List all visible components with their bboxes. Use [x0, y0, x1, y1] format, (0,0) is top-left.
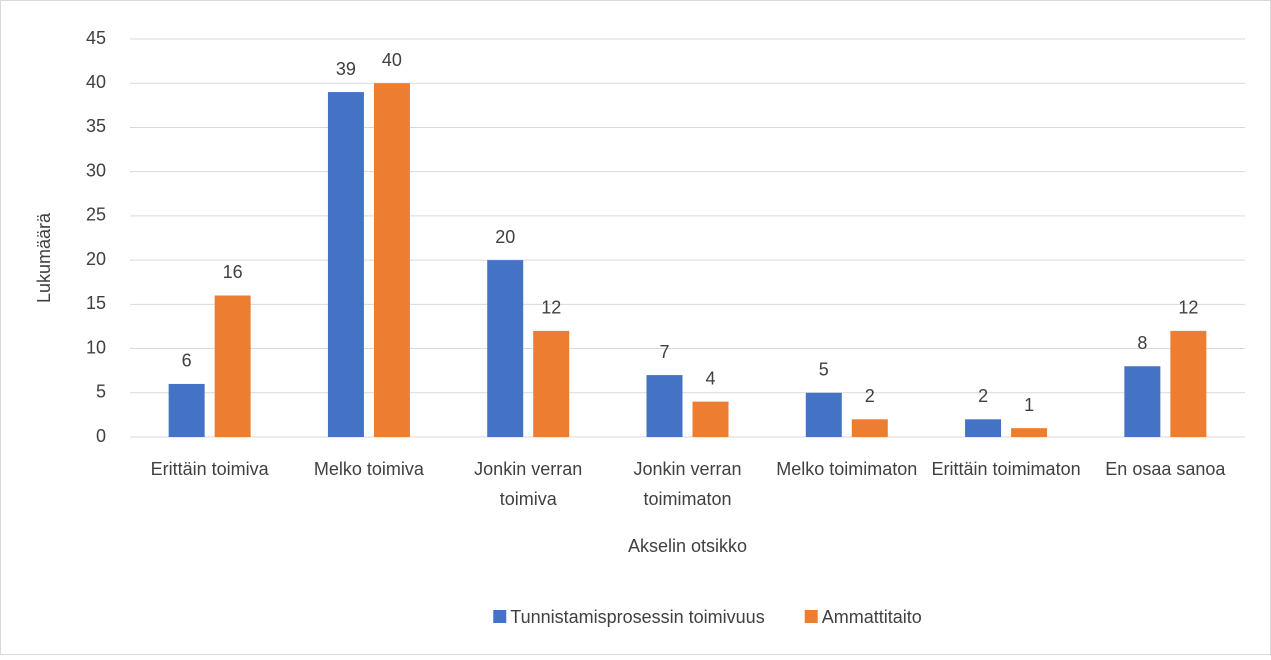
bar	[851, 419, 888, 437]
x-tick-label: Jonkin verran toimimaton	[633, 459, 741, 509]
data-label: 39	[336, 59, 356, 79]
x-tick-label: Jonkin verran toimiva	[474, 459, 582, 509]
data-label: 12	[1178, 298, 1198, 318]
bar	[692, 401, 729, 437]
y-tick-label: 40	[86, 72, 106, 92]
data-label: 8	[1137, 333, 1147, 353]
data-label: 40	[382, 50, 402, 70]
y-tick-label: 15	[86, 293, 106, 313]
legend-swatch	[493, 610, 507, 623]
x-tick-line: Erittäin toimiva	[151, 459, 270, 479]
x-tick-label: En osaa sanoa	[1105, 459, 1226, 479]
x-tick-label: Melko toimiva	[314, 459, 425, 479]
x-axis-title: Akselin otsikko	[628, 536, 747, 556]
x-tick-line: Jonkin verran	[474, 459, 582, 479]
bar	[1011, 428, 1048, 437]
legend: Tunnistamisprosessin toimivuus Ammattitai…	[493, 607, 922, 627]
y-tick-label: 45	[86, 28, 106, 48]
data-label: 16	[223, 262, 243, 282]
x-tick-line: Jonkin verran	[633, 459, 741, 479]
x-tick-label: Erittäin toimimaton	[932, 459, 1081, 479]
bar	[327, 92, 364, 438]
bar	[168, 383, 205, 437]
x-tick-line: toimimaton	[643, 489, 731, 509]
data-label: 1	[1024, 395, 1034, 415]
data-label: 6	[182, 351, 192, 371]
data-label: 4	[705, 368, 715, 388]
x-tick-line: Erittäin toimimaton	[932, 459, 1081, 479]
y-tick-label: 30	[86, 160, 106, 180]
legend-label: Ammattitaito	[822, 607, 922, 627]
bar	[1170, 330, 1207, 437]
y-axis-title: Lukumäärä	[34, 212, 54, 303]
y-tick-label: 10	[86, 337, 106, 357]
x-tick-line: toimiva	[500, 489, 558, 509]
x-tick-line: En osaa sanoa	[1105, 459, 1226, 479]
y-tick-label: 25	[86, 205, 106, 225]
data-label: 5	[819, 360, 829, 380]
y-tick-label: 0	[96, 426, 106, 446]
bar	[373, 83, 410, 437]
y-tick-label: 5	[96, 382, 106, 402]
bar	[805, 392, 842, 437]
legend-label: Tunnistamisprosessin toimivuus	[510, 607, 764, 627]
x-tick-line: Melko toimiva	[314, 459, 425, 479]
bar	[1124, 366, 1161, 437]
bar	[487, 260, 524, 437]
bar	[214, 295, 251, 437]
x-tick-label: Erittäin toimiva	[151, 459, 270, 479]
x-tick-label: Melko toimimaton	[776, 459, 917, 479]
data-label: 7	[659, 342, 669, 362]
data-label: 2	[978, 386, 988, 406]
bar	[965, 419, 1002, 437]
bar	[533, 330, 570, 437]
y-tick-label: 20	[86, 249, 106, 269]
data-label: 20	[495, 227, 515, 247]
x-tick-line: Melko toimimaton	[776, 459, 917, 479]
data-label: 2	[865, 386, 875, 406]
legend-swatch	[804, 610, 818, 623]
data-label: 12	[541, 298, 561, 318]
bar	[646, 375, 683, 437]
y-tick-label: 35	[86, 116, 106, 136]
